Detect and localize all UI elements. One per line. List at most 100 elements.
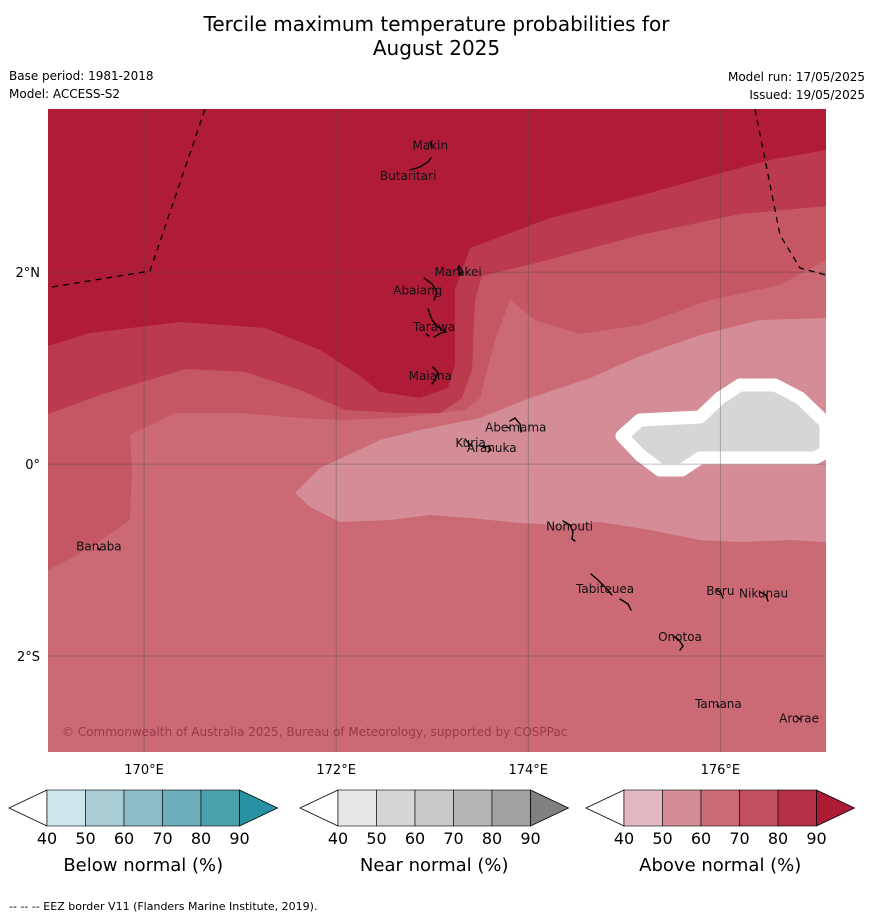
place-label: Marakei (435, 265, 482, 279)
colorbar-1: 40 50 60 70 80 90 Below normal (%) (8, 789, 279, 876)
tarawa-island (425, 308, 448, 338)
lon-tick-label: 176°E (701, 763, 741, 778)
colorbar-segment (662, 789, 702, 827)
colorbar-tick-label: 50 (75, 829, 95, 848)
colorbar-tick-label: 90 (229, 829, 249, 848)
nonouti-island (562, 520, 576, 542)
colorbar-tick-label: 40 (328, 829, 348, 848)
model-run-date: Model run: 17/05/2025 (727, 70, 865, 84)
place-label: Nikunau (739, 587, 788, 601)
colorbar-segment (623, 789, 663, 827)
lon-tick-label: 170°E (124, 763, 164, 778)
arorae-island (795, 715, 802, 721)
colorbar-tick-label: 60 (691, 829, 711, 848)
graticule (48, 109, 826, 752)
footer-note: -- -- -- EEZ border V11 (Flanders Marine… (9, 900, 318, 913)
abemama-island (506, 417, 522, 433)
colorbar-segment (85, 789, 125, 827)
title-line-1: Tercile maximum temperature probabilitie… (203, 12, 670, 36)
place-label: Tamana (694, 697, 742, 711)
place-label: Tarawa (412, 320, 455, 334)
colorbar-tick-label: 80 (482, 829, 502, 848)
colorbar-3: 40 50 60 70 80 90 Above normal (%) (585, 789, 856, 876)
colorbar-segment (123, 789, 163, 827)
colorbar-segment (162, 789, 202, 827)
colorbar-tick-label: 40 (614, 829, 634, 848)
marakei-island (457, 264, 464, 276)
colorbar-extend-low (8, 789, 48, 827)
lat-tick-label: 2°N (16, 266, 41, 281)
copyright-notice: © Commonwealth of Australia 2025, Bureau… (62, 725, 567, 739)
place-label: Beru (706, 584, 734, 598)
colorbar-tick-label: 80 (768, 829, 788, 848)
colorbar-segment (46, 789, 86, 827)
colorbars: 40 50 60 70 80 90 Below normal (%) 40 50 60 70 80 90… (8, 789, 856, 876)
abaiang-island (423, 277, 438, 301)
axis-labels: 170°E 172°E 174°E 176°E 2°N 0° 2°S (16, 266, 741, 778)
map-title: Tercile maximum temperature probabilitie… (0, 12, 873, 60)
probability-field: Makin Butaritari Marakei Abaiang Tarawa Maian… (48, 109, 826, 752)
place-label: Butaritari (380, 169, 437, 183)
banaba-island (97, 547, 101, 551)
onotoa-island (672, 635, 684, 651)
lon-tick-label: 172°E (316, 763, 356, 778)
lon-tick-label: 174°E (508, 763, 548, 778)
colorbar-tick-label: 70 (729, 829, 749, 848)
title-line-2: August 2025 (372, 36, 501, 60)
place-label: Tabiteuea (575, 582, 634, 596)
eez-border-east (754, 109, 826, 276)
place-labels: Makin Butaritari Marakei Abaiang Tarawa Maian… (76, 138, 819, 725)
colorbar-segment (414, 789, 454, 827)
makin-island (429, 141, 433, 149)
issued-date: Issued: 19/05/2025 (749, 88, 865, 102)
place-label: Kuria (455, 436, 486, 450)
colorbar-extend-low (299, 789, 339, 827)
place-label: Abaiang (393, 283, 442, 297)
tamana-island (716, 704, 720, 708)
place-label: Aranuka (467, 441, 517, 455)
place-label: Makin (412, 138, 448, 152)
colorbar-tick-label: 60 (114, 829, 134, 848)
lat-tick-label: 2°S (17, 650, 40, 665)
colorbar-tick-label: 80 (191, 829, 211, 848)
lat-tick-label: 0° (25, 458, 40, 473)
colorbar-segment (491, 789, 531, 827)
colorbar-tick-label: 70 (443, 829, 463, 848)
place-label: Maiana (409, 369, 452, 383)
place-label: Arorae (779, 711, 819, 725)
colorbar-title: Below normal (%) (63, 855, 223, 876)
colorbar-tick-label: 90 (520, 829, 540, 848)
place-label: Abemama (485, 421, 546, 435)
colorbar-tick-label: 40 (37, 829, 57, 848)
maiana-island (431, 366, 439, 385)
tabiteuea-island (590, 573, 632, 611)
colorbar-segment (376, 789, 416, 827)
place-label: Onotoa (658, 630, 702, 644)
colorbar-tick-label: 90 (806, 829, 826, 848)
band-above-50 (295, 318, 826, 542)
colorbar-tick-label: 50 (366, 829, 386, 848)
place-label: Nonouti (546, 519, 593, 533)
band-near-normal-50 (615, 378, 826, 477)
colorbar-segment (700, 789, 740, 827)
nikunau-island (759, 591, 769, 602)
beru-island (715, 588, 724, 599)
colorbar-segment (739, 789, 779, 827)
island-outlines (97, 141, 802, 721)
colorbar-extend-high (239, 789, 279, 827)
colorbar-tick-label: 60 (405, 829, 425, 848)
colorbar-extend-high (530, 789, 570, 827)
place-label: Banaba (76, 540, 122, 554)
kuria-island (464, 438, 473, 447)
colorbar-tick-label: 50 (652, 829, 672, 848)
colorbar-extend-high (816, 789, 856, 827)
colorbar-title: Near normal (%) (360, 855, 509, 876)
colorbar-2: 40 50 60 70 80 90 Near normal (%) (299, 789, 570, 876)
colorbar-segment (777, 789, 817, 827)
colorbar-segment (200, 789, 240, 827)
colorbar-extend-low (585, 789, 625, 827)
colorbar-tick-label: 70 (152, 829, 172, 848)
colorbar-title: Above normal (%) (639, 855, 801, 876)
base-period: Base period: 1981-2018 (9, 69, 154, 83)
